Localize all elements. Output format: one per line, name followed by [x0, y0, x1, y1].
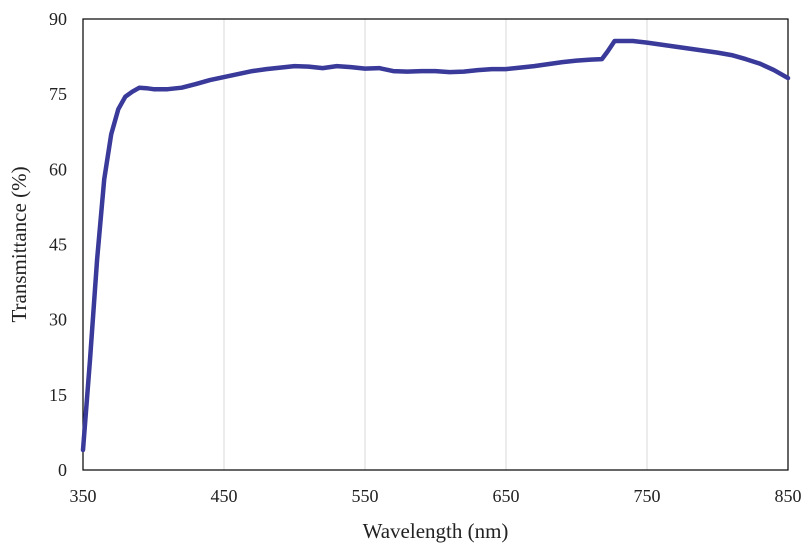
y-tick-label: 75: [49, 84, 67, 104]
x-tick-label: 850: [775, 486, 802, 506]
y-axis-title: Transmittance (%): [7, 166, 31, 322]
gridlines: [223, 19, 648, 470]
y-tick-label: 45: [49, 235, 67, 255]
plot-area: [82, 18, 789, 471]
x-tick-label: 550: [352, 486, 379, 506]
y-tick-label: 15: [49, 385, 67, 405]
series-line: [80, 38, 791, 453]
y-tick-label: 90: [49, 9, 67, 29]
x-tick-label: 750: [634, 486, 661, 506]
x-tick-label: 350: [70, 486, 97, 506]
x-axis-ticks: 350 450 550 650 750 850: [70, 486, 802, 506]
y-tick-label: 60: [49, 159, 67, 179]
series-layer: [80, 38, 791, 453]
y-axis-ticks: 0 15 30 45 60 75 90: [49, 9, 67, 480]
y-tick-label: 0: [58, 460, 67, 480]
x-axis-title: Wavelength (nm): [363, 519, 509, 543]
y-tick-label: 30: [49, 310, 67, 330]
x-tick-label: 450: [211, 486, 238, 506]
x-tick-label: 650: [493, 486, 520, 506]
